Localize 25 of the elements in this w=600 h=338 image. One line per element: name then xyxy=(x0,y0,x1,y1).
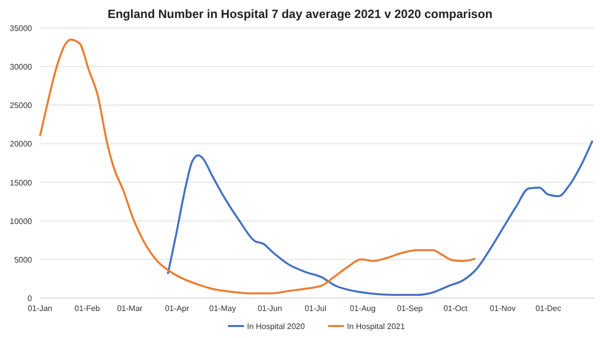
line-series xyxy=(166,140,594,296)
y-tick-label: 35000 xyxy=(10,24,33,33)
x-tick-label: 01-Jun xyxy=(258,304,282,313)
y-tick-label: 30000 xyxy=(10,62,33,72)
y-tick-label: 20000 xyxy=(10,140,33,149)
x-tick-label: 01-Jul xyxy=(304,304,327,313)
chart-title: England Number in Hospital 7 day average 2021 v 2020 comparison xyxy=(108,7,492,21)
x-tick-label: 01-Apr xyxy=(164,304,190,313)
y-tick-label: 10000 xyxy=(10,216,33,226)
legend-label: In Hospital 2021 xyxy=(347,322,406,331)
x-tick-label: 01-Aug xyxy=(350,304,376,313)
x-tick-label: 01-Sep xyxy=(396,304,424,313)
x-tick-label: 01-Nov xyxy=(490,304,516,313)
y-tick-label: 0 xyxy=(28,294,33,303)
legend-label: In Hospital 2020 xyxy=(247,322,306,331)
x-tick-label: 01-Feb xyxy=(74,304,100,313)
x-tick-label: 01-Oct xyxy=(443,304,468,313)
x-tick-label: 01-Dec xyxy=(535,304,562,313)
line-series xyxy=(39,38,476,294)
x-tick-label: 01-May xyxy=(209,304,236,313)
x-tick-label: 01-Mar xyxy=(117,304,143,313)
x-tick-label: 01-Jan xyxy=(28,304,52,313)
y-tick-label: 25000 xyxy=(10,101,33,110)
y-tick-label: 5000 xyxy=(14,255,33,264)
y-tick-label: 15000 xyxy=(10,178,33,188)
